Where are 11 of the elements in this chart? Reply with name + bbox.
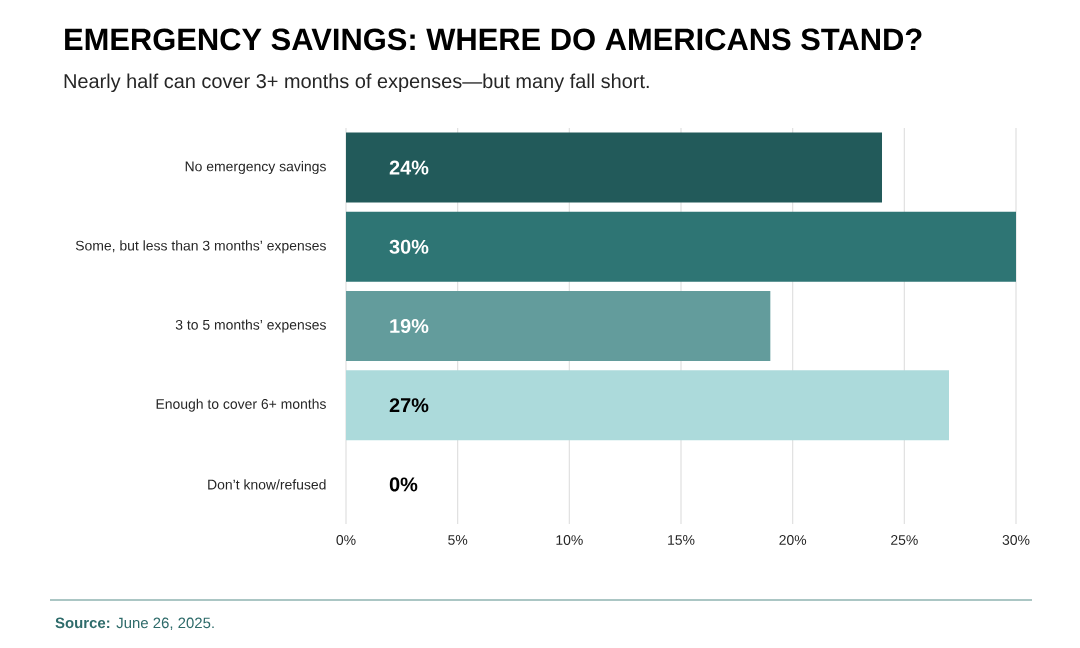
data-label: 24% (389, 160, 429, 175)
bar (346, 211, 1017, 282)
bar (346, 132, 883, 203)
data-label: 27% (389, 398, 429, 413)
bar (346, 291, 771, 362)
bar (346, 370, 950, 441)
data-label: 30% (389, 239, 429, 254)
chart-title: EMERGENCY SAVINGS: WHERE DO AMERICANS STAND? (65, 28, 922, 51)
data-label: 19% (390, 318, 429, 334)
data-label: 0% (389, 477, 418, 492)
chart-subtitle: Nearly half can cover 3+ months of expenses—but many fall short. (64, 73, 649, 93)
